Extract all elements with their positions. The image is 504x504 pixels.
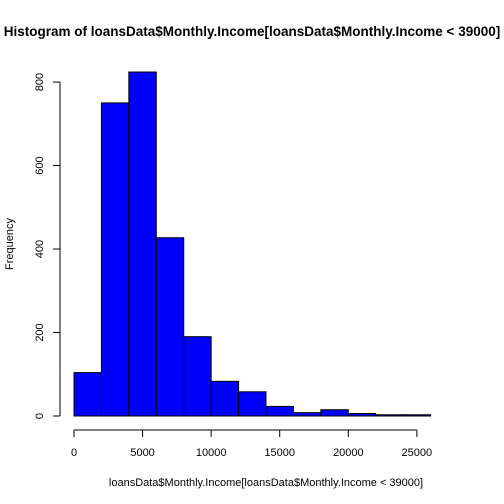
x-tick-label: 10000: [196, 447, 227, 459]
histogram-bar: [183, 336, 212, 417]
histogram-bar: [320, 409, 349, 417]
y-axis-label: Frequency: [4, 218, 16, 270]
x-tick-label: 15000: [264, 447, 295, 459]
x-tick-label: 5000: [130, 447, 154, 459]
y-tick-label: 0: [34, 413, 46, 419]
histogram-bar: [73, 372, 102, 417]
x-tick-label: 20000: [333, 447, 364, 459]
histogram-bar: [155, 237, 185, 417]
histogram-bar: [128, 71, 157, 417]
y-tick-label: 200: [34, 323, 46, 341]
histogram-bar: [347, 412, 377, 417]
histogram-bar: [210, 380, 240, 417]
y-tick-label: 600: [34, 156, 46, 174]
histogram-bar: [100, 102, 130, 417]
histogram-bar: [375, 414, 404, 417]
x-tick-label: 25000: [402, 447, 433, 459]
x-tick-label: 0: [71, 447, 77, 459]
histogram-bar: [238, 391, 267, 417]
x-axis: 0 5000 10000 15000 20000 25000: [71, 429, 433, 459]
chart-title: Histogram of loansData$Monthly.Income[lo…: [4, 24, 500, 39]
y-tick-label: 800: [34, 73, 46, 91]
x-axis-label: loansData$Monthly.Income[loansData$Month…: [109, 477, 423, 489]
histogram-bar: [402, 414, 432, 417]
histogram-bar: [292, 412, 322, 417]
y-axis: 0 200 400 600 800: [34, 73, 61, 419]
histogram-bar: [265, 405, 294, 417]
bars-group: [73, 71, 432, 417]
y-tick-label: 400: [34, 240, 46, 258]
